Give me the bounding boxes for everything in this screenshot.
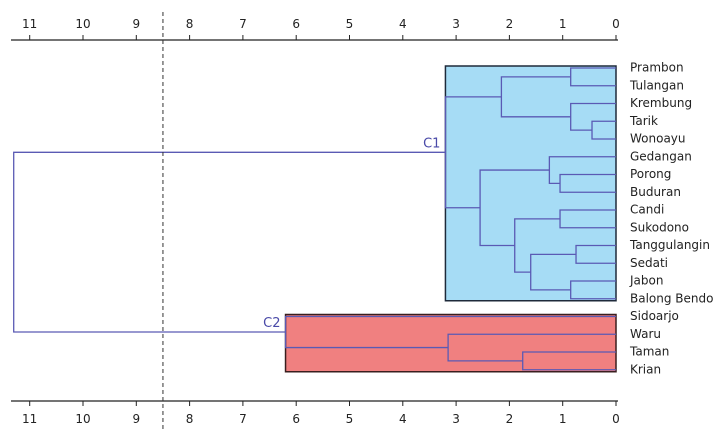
axis-tick-label: 3 bbox=[452, 412, 460, 426]
bottom-axis: 11 10 9 8 7 6 5 4 3 2 1 0 bbox=[11, 400, 620, 426]
cluster-labels: C1 C2 bbox=[263, 136, 440, 331]
cluster-label-c2: C2 bbox=[263, 316, 280, 331]
cluster-boxes bbox=[284, 65, 617, 373]
axis-tick-label: 5 bbox=[346, 17, 354, 31]
cluster-box-c2 bbox=[284, 313, 617, 373]
axis-tick-label: 0 bbox=[612, 412, 620, 426]
leaf-label: Balong Bendo bbox=[630, 291, 713, 305]
axis-tick-label: 0 bbox=[612, 17, 620, 31]
leaf-label: Gedangan bbox=[630, 149, 692, 163]
branches bbox=[13, 67, 616, 371]
leaf-label: Porong bbox=[630, 167, 671, 181]
leaf-label: Buduran bbox=[630, 185, 681, 199]
axis-tick-label: 9 bbox=[132, 412, 140, 426]
axis-tick-label: 1 bbox=[559, 412, 567, 426]
leaf-label: Prambon bbox=[630, 61, 684, 75]
leaf-label: Tanggulangin bbox=[629, 238, 710, 252]
leaf-label: Sukodono bbox=[630, 220, 689, 234]
axis-tick-label: 4 bbox=[399, 412, 407, 426]
axis-tick-label: 1 bbox=[559, 17, 567, 31]
top-axis: 11 10 9 8 7 6 5 4 3 2 1 0 bbox=[11, 17, 620, 41]
leaf-label: Tulangan bbox=[629, 78, 684, 92]
axis-tick-label: 6 bbox=[292, 412, 300, 426]
leaf-label: Jabon bbox=[629, 274, 663, 288]
axis-tick-label: 7 bbox=[239, 17, 247, 31]
leaf-label: Waru bbox=[630, 327, 661, 341]
leaf-label: Candi bbox=[630, 203, 664, 217]
leaf-label: Krembung bbox=[630, 96, 692, 110]
axis-tick-label: 5 bbox=[346, 412, 354, 426]
leaf-label: Taman bbox=[629, 345, 669, 359]
axis-tick-label: 6 bbox=[292, 17, 300, 31]
axis-tick-label: 4 bbox=[399, 17, 407, 31]
leaf-label: Krian bbox=[630, 362, 661, 376]
axis-tick-label: 8 bbox=[186, 17, 194, 31]
axis-tick-label: 2 bbox=[506, 17, 514, 31]
axis-tick-label: 11 bbox=[22, 412, 37, 426]
axis-tick-label: 2 bbox=[506, 412, 514, 426]
leaf-labels: Prambon Tulangan Krembung Tarik Wonoayu Gedan… bbox=[629, 61, 713, 377]
axis-tick-label: 8 bbox=[186, 412, 194, 426]
leaf-label: Wonoayu bbox=[630, 132, 686, 146]
leaf-label: Sidoarjo bbox=[630, 309, 679, 323]
axis-tick-label: 3 bbox=[452, 17, 460, 31]
axis-tick-label: 10 bbox=[75, 412, 90, 426]
axis-tick-label: 7 bbox=[239, 412, 247, 426]
axis-tick-label: 11 bbox=[22, 17, 37, 31]
leaf-label: Sedati bbox=[630, 256, 668, 270]
cluster-label-c1: C1 bbox=[423, 136, 440, 151]
leaf-label: Tarik bbox=[629, 114, 658, 128]
axis-tick-label: 9 bbox=[132, 17, 140, 31]
branch-merge bbox=[13, 151, 446, 333]
axis-tick-label: 10 bbox=[75, 17, 90, 31]
